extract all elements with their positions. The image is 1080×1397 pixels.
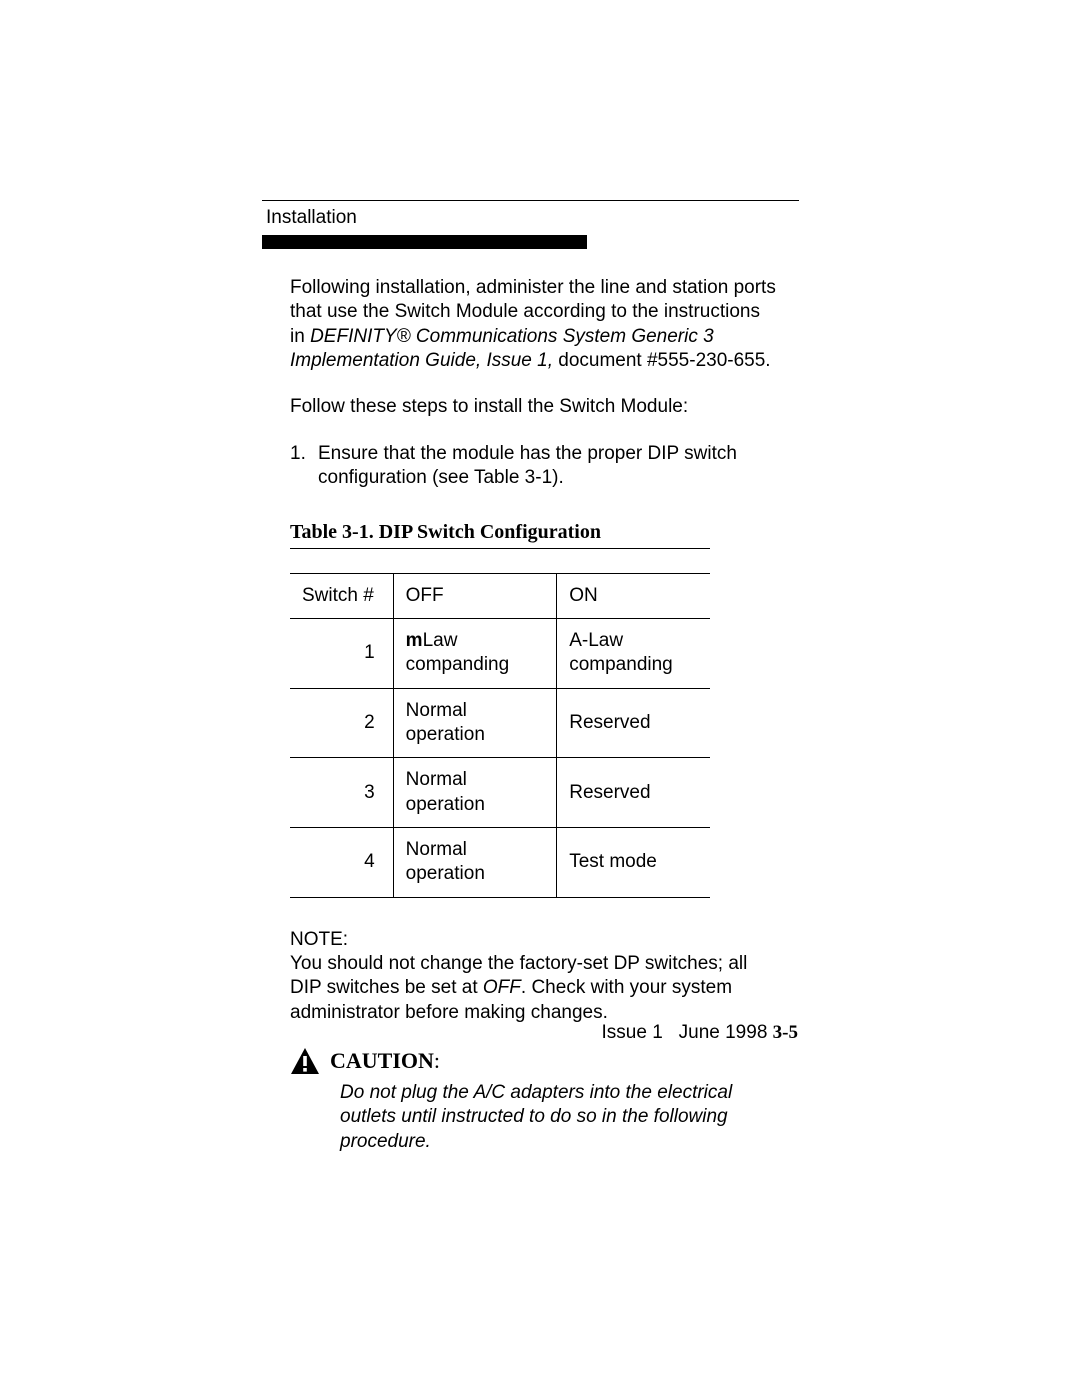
caution-block: CAUTION: Do not plug the A/C adapters in… bbox=[290, 1047, 780, 1154]
page-footer: Issue 1 June 1998 3-5 bbox=[602, 1022, 798, 1044]
caution-text-area: CAUTION: Do not plug the A/C adapters in… bbox=[330, 1047, 780, 1154]
caution-icon bbox=[290, 1047, 330, 1154]
table-row: 1 mLaw companding A-Law companding bbox=[290, 619, 710, 689]
table-cell-switchnum: 4 bbox=[290, 827, 393, 897]
table-header-row: Switch # OFF ON bbox=[290, 573, 710, 618]
page-header: Installation bbox=[262, 200, 799, 249]
note-em: OFF bbox=[483, 977, 521, 998]
table-cell-off: mLaw companding bbox=[393, 619, 557, 689]
footer-issue: Issue 1 bbox=[602, 1022, 663, 1043]
table-caption-rule bbox=[290, 548, 710, 549]
table-cell-on: Test mode bbox=[557, 827, 710, 897]
page: Installation Following installation, adm… bbox=[0, 0, 1080, 1397]
table-header-off: OFF bbox=[393, 573, 557, 618]
caution-heading-word: CAUTION bbox=[330, 1048, 434, 1073]
table-header-switch: Switch # bbox=[290, 573, 393, 618]
caution-colon: : bbox=[434, 1048, 440, 1073]
table-cell-off: Normal operation bbox=[393, 827, 557, 897]
table-cell-off: Normal operation bbox=[393, 758, 557, 828]
header-rule-top bbox=[262, 200, 799, 201]
table-cell-on: A-Law companding bbox=[557, 619, 710, 689]
table-row: 4 Normal operation Test mode bbox=[290, 827, 710, 897]
footer-date: June 1998 bbox=[679, 1022, 768, 1043]
table-cell-switchnum: 3 bbox=[290, 758, 393, 828]
step-1-text: Ensure that the module has the proper DI… bbox=[318, 442, 780, 491]
section-title: Installation bbox=[266, 207, 799, 229]
dip-switch-table: Switch # OFF ON 1 mLaw companding A-Law … bbox=[290, 573, 710, 898]
caution-heading: CAUTION: bbox=[330, 1047, 780, 1075]
table-row: 2 Normal operation Reserved bbox=[290, 688, 710, 758]
table-header-on: ON bbox=[557, 573, 710, 618]
table-caption: Table 3-1. DIP Switch Configuration bbox=[290, 520, 780, 546]
mlaw-bold: m bbox=[406, 630, 423, 651]
intro-post: document #555-230-655. bbox=[553, 350, 771, 371]
note-block: NOTE: You should not change the factory-… bbox=[290, 928, 780, 1025]
footer-page-number: 3-5 bbox=[773, 1022, 798, 1043]
caution-body: Do not plug the A/C adapters into the el… bbox=[330, 1081, 780, 1154]
note-label: NOTE: bbox=[290, 929, 348, 950]
table-cell-on: Reserved bbox=[557, 758, 710, 828]
table-cell-switchnum: 1 bbox=[290, 619, 393, 689]
steps-intro: Follow these steps to install the Switch… bbox=[290, 395, 780, 419]
step-1: 1. Ensure that the module has the proper… bbox=[290, 442, 780, 491]
table-cell-off: Normal operation bbox=[393, 688, 557, 758]
table-row: 3 Normal operation Reserved bbox=[290, 758, 710, 828]
table-cell-on: Reserved bbox=[557, 688, 710, 758]
table-cell-switchnum: 2 bbox=[290, 688, 393, 758]
intro-paragraph: Following installation, administer the l… bbox=[290, 276, 780, 373]
header-black-bar bbox=[262, 235, 587, 249]
step-1-number: 1. bbox=[290, 442, 318, 491]
